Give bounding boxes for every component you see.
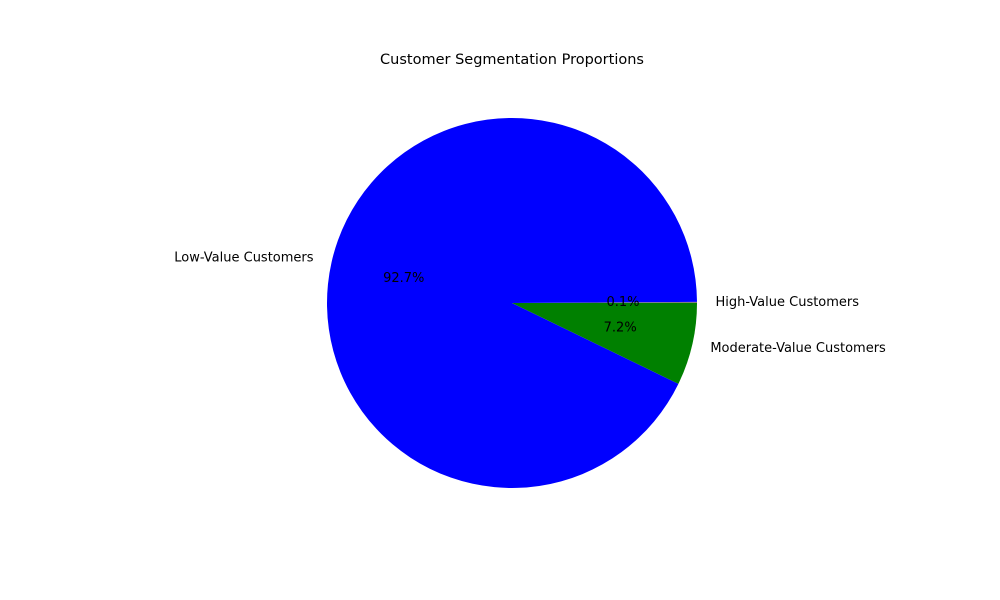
slice-pct-low-value-customers: 92.7% bbox=[383, 271, 424, 286]
pie-slice-low-value-customers bbox=[327, 118, 697, 489]
slices-layer bbox=[327, 118, 697, 489]
slice-pct-moderate-value-customers: 7.2% bbox=[604, 320, 637, 335]
pie-slice-high-value-customers bbox=[512, 301, 697, 303]
slice-pct-high-value-customers: 0.1% bbox=[606, 295, 639, 310]
slice-label-low-value-customers: Low-Value Customers bbox=[174, 250, 314, 265]
chart-title: Customer Segmentation Proportions bbox=[380, 52, 644, 68]
slice-label-high-value-customers: High-Value Customers bbox=[715, 295, 859, 310]
slice-label-moderate-value-customers: Moderate-Value Customers bbox=[710, 341, 886, 356]
pie-slice-moderate-value-customers bbox=[512, 303, 697, 384]
labels-layer: High-Value Customers 0.1% Low-Value Custom… bbox=[174, 250, 886, 356]
